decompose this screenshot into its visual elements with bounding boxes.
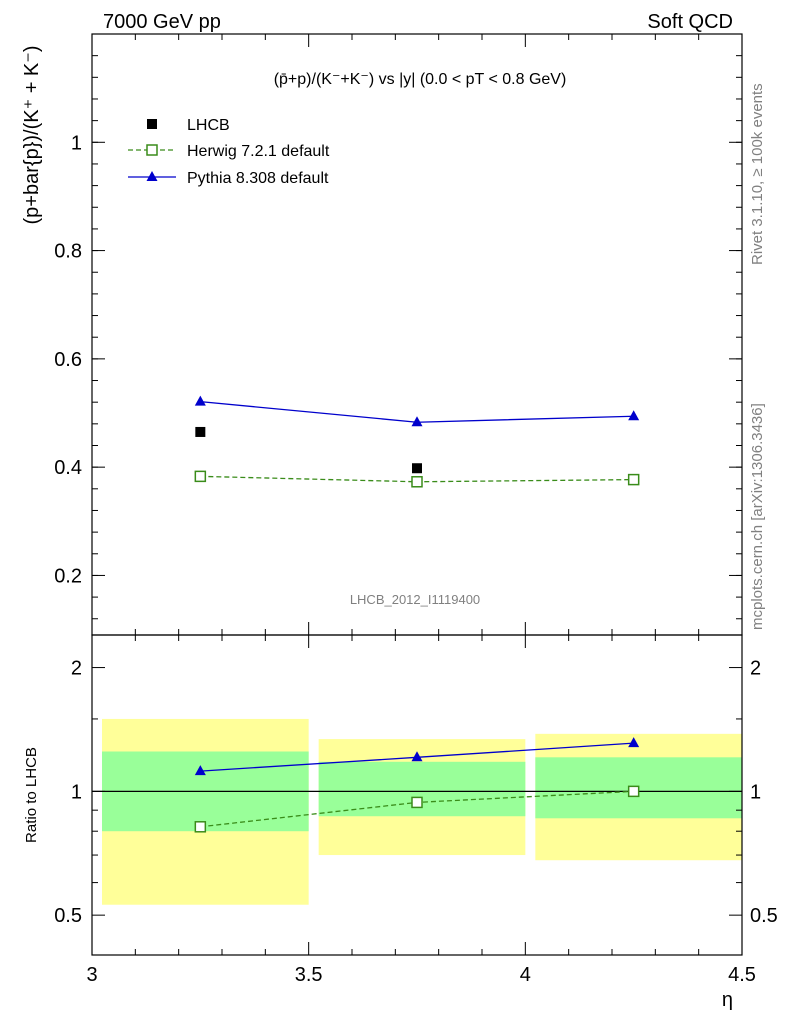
ratio-y-axis-label: Ratio to LHCB bbox=[23, 747, 40, 843]
ratio-y-tick-label-left: 1 bbox=[71, 781, 82, 803]
main-data-point bbox=[411, 476, 423, 488]
legend-marker bbox=[146, 171, 158, 181]
main-axes: 0.2 0.4 0.6 0.8 1 bbox=[54, 33, 743, 636]
ratio-axes: 0.5 0.5 1 1 2 2 3 3.5 4 4.5 bbox=[54, 634, 778, 986]
legend-label: Pythia 8.308 default bbox=[187, 170, 329, 187]
main-data-point bbox=[194, 395, 206, 406]
main-data-point bbox=[411, 416, 423, 427]
ratio-y-tick-label-left: 2 bbox=[71, 658, 82, 680]
main-series-layer bbox=[194, 395, 640, 488]
main-y-tick-label: 0.2 bbox=[54, 565, 82, 587]
x-tick-label: 3.5 bbox=[295, 964, 323, 986]
header-right-label: Soft QCD bbox=[647, 11, 733, 33]
main-data-point bbox=[628, 410, 640, 421]
ratio-series-layer bbox=[194, 737, 640, 833]
ratio-data-point bbox=[411, 796, 423, 809]
ratio-y-tick-label-right: 2 bbox=[750, 658, 761, 680]
main-y-tick-label: 1 bbox=[71, 132, 82, 154]
legend: LHCB Herwig 7.2.1 default Pythia 8.308 def… bbox=[128, 117, 330, 187]
main-data-point bbox=[194, 470, 207, 483]
x-axis-label: η bbox=[722, 989, 733, 1011]
ratio-data-point bbox=[627, 785, 640, 798]
ratio-y-tick-label-right: 0.5 bbox=[750, 905, 778, 927]
main-data-point bbox=[412, 463, 422, 474]
ratio-y-tick-label-right: 1 bbox=[750, 781, 761, 803]
main-data-point bbox=[627, 473, 640, 486]
main-y-tick-label: 0.8 bbox=[54, 241, 82, 263]
main-y-tick-label: 0.4 bbox=[54, 457, 82, 479]
x-tick-label: 4.5 bbox=[728, 964, 756, 986]
ratio-data-point bbox=[194, 821, 207, 833]
main-data-point bbox=[195, 426, 206, 437]
ratio-data-point bbox=[194, 765, 206, 776]
x-tick-label: 3 bbox=[86, 964, 97, 986]
main-y-tick-label: 0.6 bbox=[54, 349, 82, 371]
ratio-data-point bbox=[411, 751, 423, 762]
ratio-plot-frame bbox=[91, 634, 743, 956]
ratio-data-point bbox=[628, 737, 640, 748]
mcplots-label: mcplots.cern.ch [arXiv:1306.3436] bbox=[749, 403, 766, 630]
main-y-axis-label: (p+bar{p})/(K⁺ + K⁻) bbox=[21, 46, 43, 225]
ratio-y-tick-label-left: 0.5 bbox=[54, 905, 82, 927]
legend-marker bbox=[147, 119, 157, 129]
analysis-watermark: LHCB_2012_I1119400 bbox=[350, 592, 480, 607]
ratio-uncertainty-bands bbox=[102, 718, 742, 905]
legend-label: LHCB bbox=[187, 117, 230, 134]
legend-label: Herwig 7.2.1 default bbox=[187, 143, 330, 160]
x-tick-label: 4 bbox=[520, 964, 531, 986]
header-left-label: 7000 GeV pp bbox=[103, 11, 221, 33]
main-title: (p̄+p)/(K⁻+K⁻) vs |y| (0.0 < pT < 0.8 Ge… bbox=[274, 71, 567, 88]
rivet-version-label: Rivet 3.1.10, ≥ 100k events bbox=[749, 83, 766, 265]
legend-marker bbox=[146, 144, 158, 156]
